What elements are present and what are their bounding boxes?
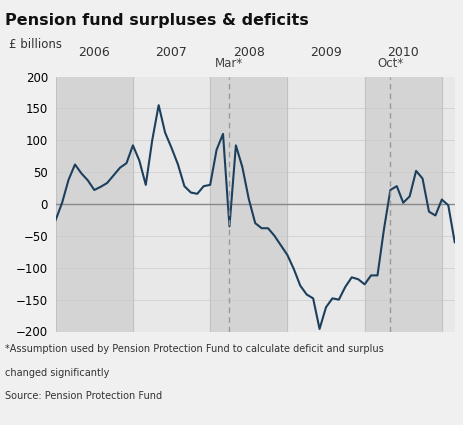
- Text: 2009: 2009: [309, 46, 341, 60]
- Bar: [56, 76, 132, 332]
- Text: 2008: 2008: [232, 46, 264, 60]
- Text: Mar*: Mar*: [215, 57, 243, 70]
- Text: Pension fund surpluses & deficits: Pension fund surpluses & deficits: [5, 13, 308, 28]
- Text: changed significantly: changed significantly: [5, 368, 109, 378]
- Text: 2007: 2007: [155, 46, 187, 60]
- Text: 2010: 2010: [387, 46, 418, 60]
- Bar: [210, 76, 287, 332]
- Text: £ billions: £ billions: [9, 38, 62, 51]
- Text: Oct*: Oct*: [376, 57, 403, 70]
- Text: Source: Pension Protection Fund: Source: Pension Protection Fund: [5, 391, 162, 401]
- Bar: [364, 76, 441, 332]
- Text: *Assumption used by Pension Protection Fund to calculate deficit and surplus: *Assumption used by Pension Protection F…: [5, 344, 382, 354]
- Text: 2006: 2006: [78, 46, 110, 60]
